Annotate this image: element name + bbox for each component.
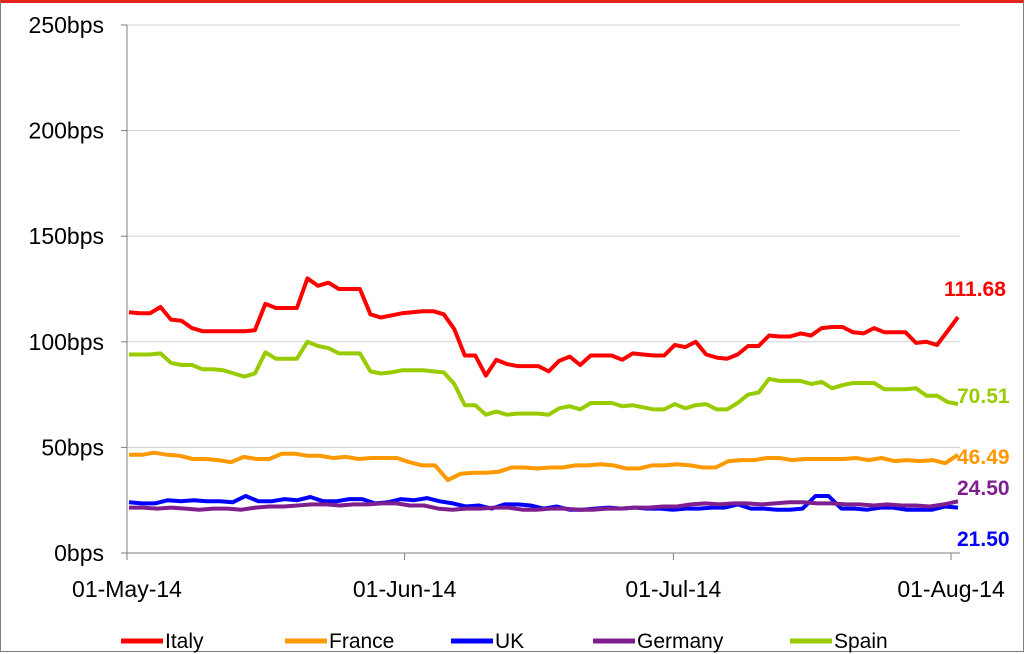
- axes: 0bps 50bps 100bps 150bps 200bps 250bps 01-May-…: [29, 12, 1005, 602]
- legend-label-france: France: [329, 630, 394, 653]
- x-tick-label: 01-May-14: [72, 576, 182, 602]
- end-label-uk: 21.50: [957, 528, 1010, 551]
- legend-label-germany: Germany: [637, 630, 724, 653]
- y-tick-label: 0bps: [54, 540, 104, 566]
- legend: Italy France UK Germany Spain: [121, 630, 888, 653]
- y-tick-label: 250bps: [29, 12, 104, 38]
- x-tick-label: 01-Jul-14: [625, 576, 721, 602]
- series-line-spain: [129, 339, 959, 417]
- y-tick-label: 150bps: [29, 223, 104, 249]
- y-tick-label: 50bps: [41, 434, 104, 460]
- legend-label-spain: Spain: [834, 630, 888, 653]
- series-line-italy: [128, 276, 960, 378]
- x-tick-label: 01-Aug-14: [897, 576, 1005, 602]
- series-line-france: [129, 450, 960, 483]
- end-label-italy: 111.68: [944, 278, 1006, 301]
- end-label-spain: 70.51: [957, 385, 1010, 408]
- x-tick-label: 01-Jun-14: [353, 576, 457, 602]
- end-label-france: 46.49: [957, 446, 1010, 469]
- series-lines: [128, 276, 960, 512]
- y-tick-label: 100bps: [29, 329, 104, 355]
- legend-label-uk: UK: [495, 630, 524, 653]
- series-line-germany: [129, 499, 959, 512]
- end-label-germany: 24.50: [957, 477, 1010, 500]
- legend-label-italy: Italy: [165, 630, 204, 653]
- end-labels: 111.68 46.49 21.50 24.50 70.51: [944, 278, 1010, 551]
- gridlines: [127, 24, 960, 448]
- y-tick-label: 200bps: [29, 118, 104, 144]
